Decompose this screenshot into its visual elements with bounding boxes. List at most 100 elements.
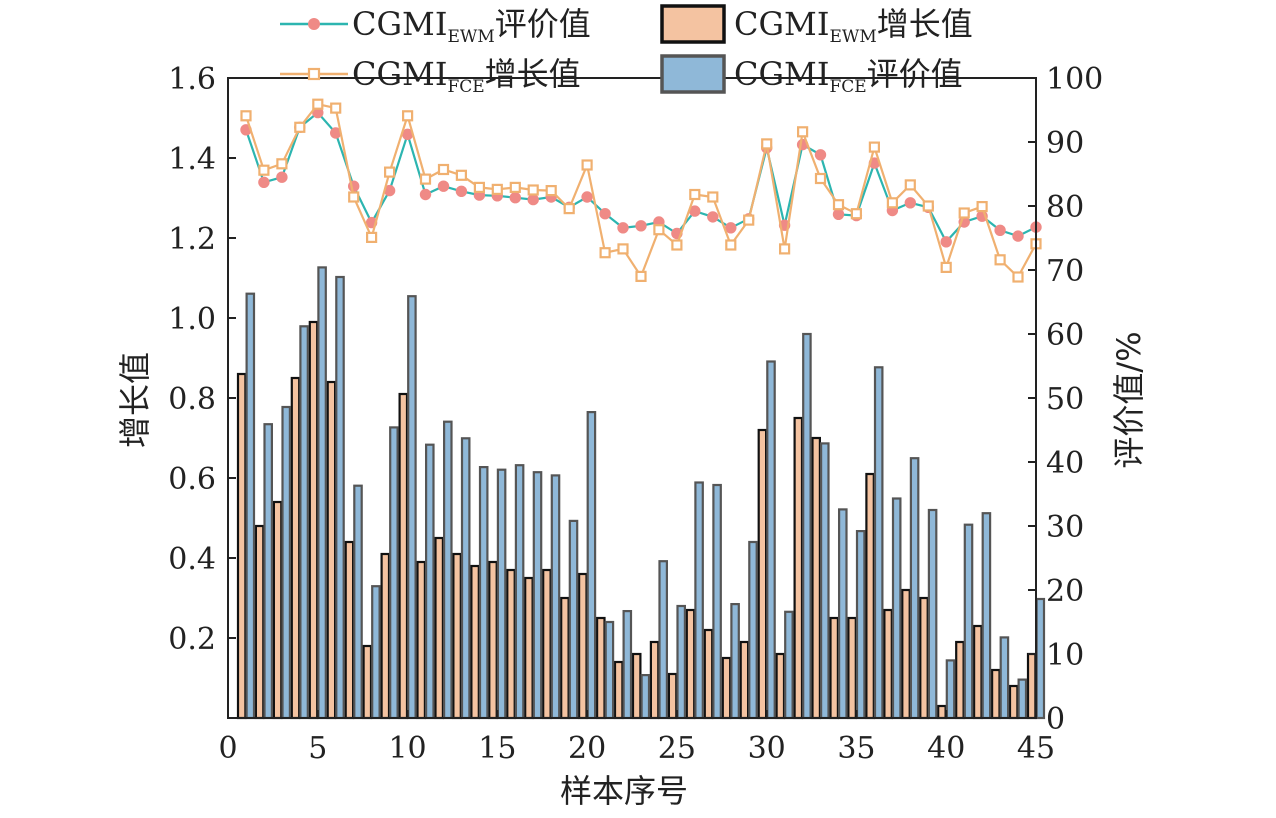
point-fce-13 [455,169,467,181]
bar-ewm-39 [919,596,929,720]
bar-fce-25 [676,604,687,720]
legend-marker-circle [308,18,320,30]
bar-ewm-1 [236,372,247,720]
point-ewm-28 [725,222,737,234]
point-fce-22 [617,243,629,255]
legend-bar-swatch [660,4,726,44]
point-ewm-27 [707,211,719,223]
point-ewm-13 [455,185,468,198]
x-tick-label: 15 [478,731,516,766]
point-fce-20 [581,159,593,171]
bar-fce-9 [389,426,399,720]
bar-ewm-6 [326,380,337,720]
bar-fce-30 [766,360,776,720]
y-right-tick-label: 50 [1046,382,1084,417]
ticks: 0 5 10 15 20 25 30 35 40 45 0.2 0.4 0.6 0.8 1.0 1.2 1.4 1… [168,62,1103,766]
bar-ewm-45 [1026,652,1037,720]
y-right-tick-label: 100 [1046,62,1103,97]
bar-ewm-4 [290,376,301,720]
bar-fce-4 [299,325,309,720]
bar-ewm-41 [955,640,965,720]
y-axis-right-title: 评价值/% [1110,331,1148,468]
point-fce-19 [563,203,575,215]
point-fce-33 [814,172,827,185]
bar-fce-6 [335,275,345,720]
y-right-tick-label: 30 [1046,510,1084,545]
bar-ewm-44 [1008,684,1019,720]
bar-ewm-43 [990,668,1001,720]
point-fce-15 [491,183,503,195]
x-tick-label: 30 [748,731,786,766]
bar-fce-36 [873,366,884,720]
bar-fce-23 [640,673,651,720]
bar-ewm-5 [308,320,319,720]
y-right-tick-label: 20 [1046,574,1084,609]
bar-ewm-30 [757,428,768,720]
bar-ewm-15 [488,560,498,720]
y-left-tick-label: 1.0 [168,302,216,337]
point-fce-9 [384,166,396,178]
point-fce-24 [653,224,665,236]
bar-fce-18 [550,474,561,720]
bar-fce-43 [999,636,1010,720]
bar-ewm-21 [595,616,606,720]
x-tick-label: 45 [1017,731,1055,766]
bar-fce-28 [730,602,740,720]
bar-ewm-11 [416,560,427,720]
point-fce-21 [599,247,611,259]
bar-fce-31 [784,610,794,720]
point-ewm-34 [832,208,845,221]
point-ewm-11 [419,188,432,201]
line-layer [240,98,1042,283]
point-fce-41 [958,207,970,219]
y-left-tick-label: 0.2 [168,622,216,657]
legend-bar-swatch [660,54,726,94]
y-left-tick-label: 0.6 [168,462,216,497]
legend-label: CGMIEWM评价值 [352,5,591,47]
point-fce-39 [922,200,934,212]
bar-fce-33 [819,442,830,720]
x-tick-label: 10 [388,731,426,766]
bar-fce-44 [1017,678,1028,720]
legend-item-fce-bar: CGMIFCE评价值 [660,54,963,97]
legend-label: CGMIEWM增长值 [734,5,973,47]
bar-fce-26 [694,481,704,720]
point-ewm-21 [599,208,611,220]
point-fce-23 [635,270,647,282]
point-fce-16 [509,181,521,193]
bar-ewm-7 [344,540,355,720]
bar-fce-34 [837,508,848,720]
point-fce-11 [419,173,432,185]
point-fce-38 [904,179,916,191]
legend-item-ewm-line: CGMIEWM评价值 [280,5,591,47]
x-tick-label: 20 [568,731,606,766]
point-fce-7 [348,191,360,203]
bar-ewm-2 [254,524,265,720]
bar-fce-32 [802,332,812,720]
bar-fce-3 [281,405,292,720]
point-ewm-38 [904,197,916,209]
bar-fce-22 [622,609,633,720]
point-fce-12 [437,163,450,176]
bar-ewm-27 [703,628,714,720]
bar-ewm-38 [901,588,911,720]
point-ewm-20 [581,191,593,203]
bar-ewm-19 [560,596,570,720]
bar-fce-13 [460,437,471,720]
point-fce-2 [258,164,270,176]
bar-fce-11 [425,443,435,720]
point-fce-30 [761,138,773,150]
point-fce-32 [796,126,809,138]
x-tick-label: 0 [218,731,237,766]
point-ewm-43 [994,224,1006,237]
legend-marker-square [307,67,321,81]
point-fce-42 [976,201,988,213]
bar-ewm-32 [793,416,804,720]
bar-fce-16 [514,464,525,720]
y-right-tick-label: 0 [1046,702,1065,737]
bar-fce-7 [353,484,363,720]
y-left-tick-label: 1.4 [168,142,216,177]
point-ewm-16 [509,192,521,204]
point-ewm-3 [276,171,288,183]
point-fce-34 [832,199,845,211]
